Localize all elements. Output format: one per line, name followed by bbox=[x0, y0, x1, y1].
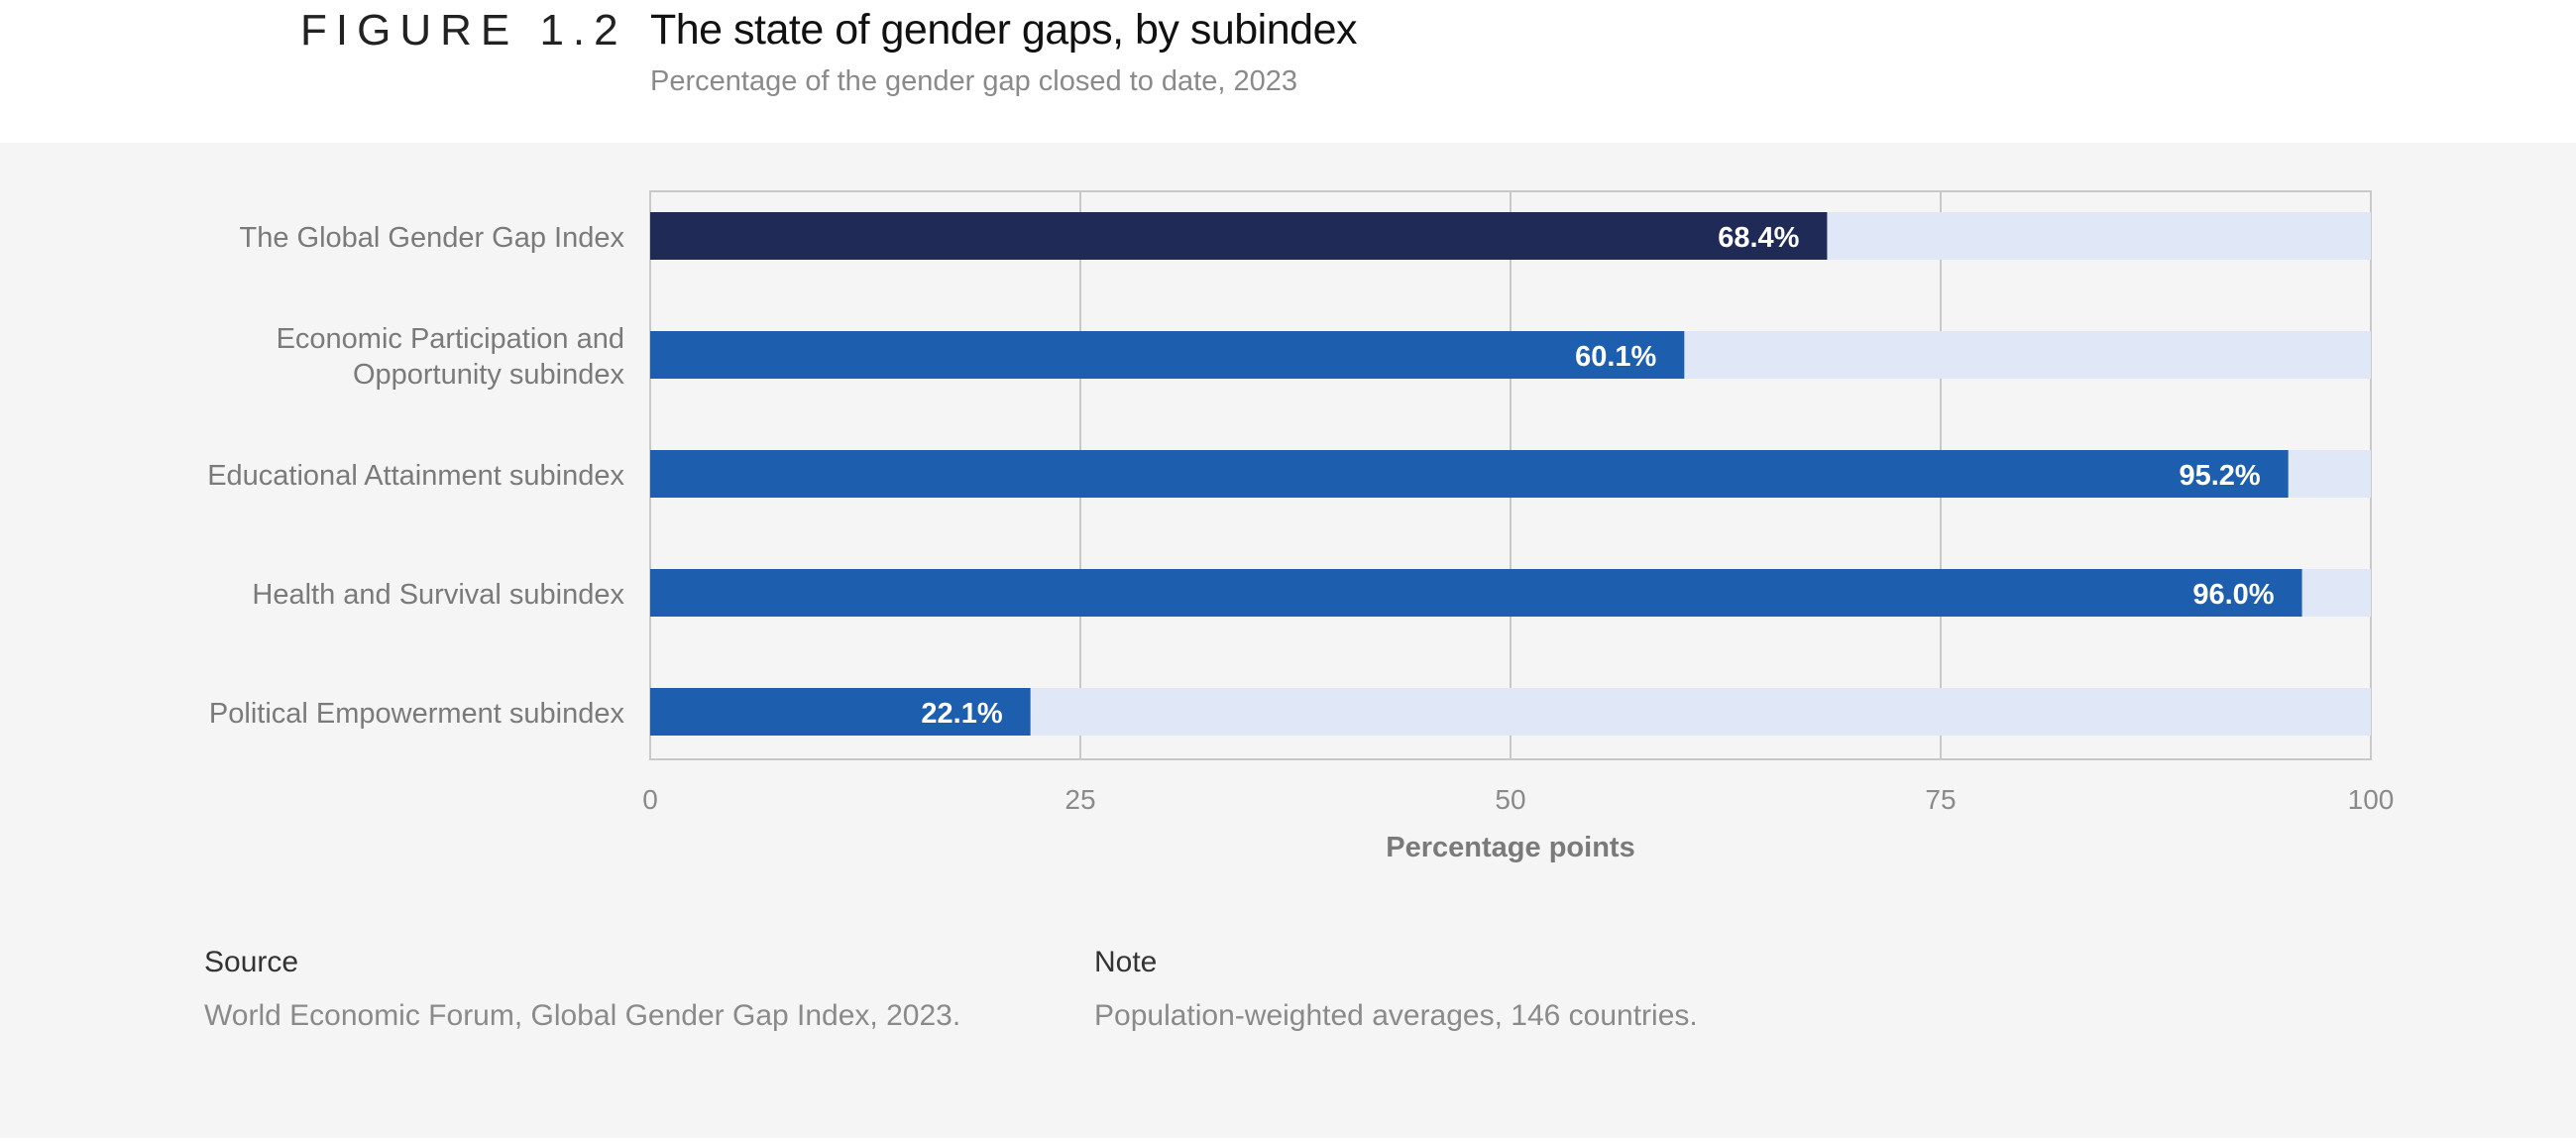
note-heading: Note bbox=[1094, 946, 1158, 978]
bar-value bbox=[650, 569, 2302, 617]
x-tick-label: 75 bbox=[1925, 784, 1956, 815]
bar-value-label: 60.1% bbox=[1575, 341, 1656, 373]
category-label: Opportunity subindex bbox=[353, 359, 625, 391]
x-tick-label: 25 bbox=[1064, 784, 1095, 815]
x-tick-label: 50 bbox=[1495, 784, 1525, 815]
x-axis-label: Percentage points bbox=[1386, 832, 1634, 863]
chart-panel: 0 25 50 75 100 Percentage points 68.4% The Glob… bbox=[0, 143, 2576, 1138]
source-block: Source World Economic Forum, Global Gend… bbox=[204, 946, 960, 1033]
category-label: Political Empowerment subindex bbox=[209, 698, 625, 730]
chart-title: The state of gender gaps, by subindex bbox=[650, 6, 1357, 54]
x-tick-label: 100 bbox=[2348, 784, 2395, 815]
category-label: Economic Participation and bbox=[277, 323, 624, 355]
bar-value-label: 96.0% bbox=[2192, 579, 2274, 611]
x-tick-label: 0 bbox=[642, 784, 658, 815]
bar-value bbox=[650, 331, 1685, 379]
source-text: World Economic Forum, Global Gender Gap … bbox=[204, 999, 961, 1032]
bar-value-label: 68.4% bbox=[1718, 222, 1799, 254]
note-text: Population-weighted averages, 146 countr… bbox=[1094, 999, 1698, 1032]
bar-value-label: 95.2% bbox=[2179, 460, 2260, 492]
bar-value-label: 22.1% bbox=[921, 698, 1002, 730]
bar-value bbox=[650, 212, 1828, 260]
chart-subtitle: Percentage of the gender gap closed to d… bbox=[650, 65, 1297, 97]
source-heading: Source bbox=[204, 946, 299, 978]
note-block: Note Population-weighted averages, 146 c… bbox=[1094, 946, 1698, 1033]
figure-label: FIGURE 1.2 bbox=[300, 6, 627, 55]
category-label: Educational Attainment subindex bbox=[207, 460, 624, 492]
category-label: The Global Gender Gap Index bbox=[239, 222, 624, 254]
figure-header: FIGURE 1.2 The state of gender gaps, by … bbox=[0, 0, 2576, 143]
bar-value bbox=[650, 450, 2289, 498]
category-label: Health and Survival subindex bbox=[252, 579, 624, 611]
bar-value bbox=[650, 688, 1031, 736]
bar-chart: 0 25 50 75 100 Percentage points 68.4% The Glob… bbox=[207, 190, 2395, 863]
